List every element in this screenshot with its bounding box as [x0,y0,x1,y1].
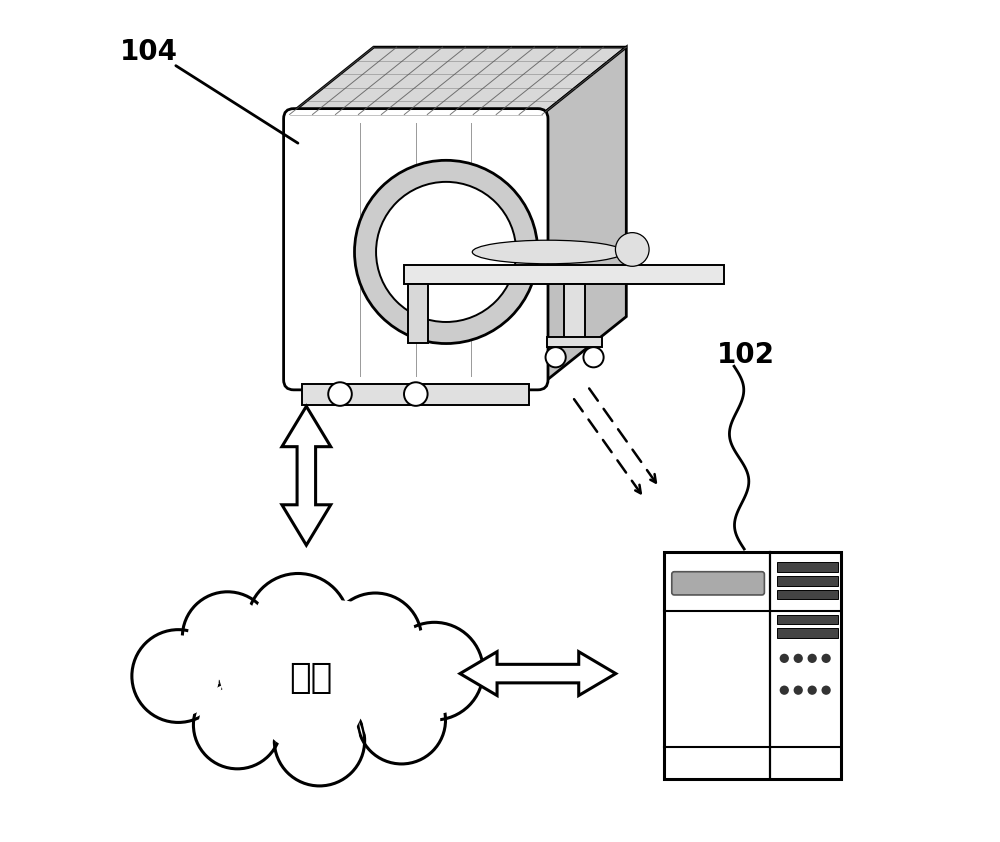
Circle shape [780,653,789,663]
Circle shape [821,685,831,695]
Circle shape [329,593,422,685]
Polygon shape [282,407,331,546]
Polygon shape [290,47,626,115]
Circle shape [182,592,273,682]
FancyBboxPatch shape [672,572,764,595]
Circle shape [794,685,803,695]
Text: 104: 104 [119,38,177,67]
Polygon shape [542,47,626,384]
Circle shape [188,597,267,677]
Bar [777,562,838,572]
Circle shape [404,382,428,406]
Bar [290,115,542,384]
Circle shape [808,685,817,695]
Circle shape [376,182,516,322]
Bar [404,265,724,284]
Circle shape [274,695,365,786]
Circle shape [278,600,400,722]
Bar [408,284,428,343]
Circle shape [358,676,446,764]
Circle shape [328,382,352,406]
Circle shape [808,653,817,663]
Circle shape [280,701,359,781]
Circle shape [255,643,365,753]
Bar [777,615,838,624]
Text: 网络: 网络 [289,661,332,695]
Bar [777,628,838,638]
Circle shape [137,635,219,717]
Circle shape [247,573,349,676]
FancyBboxPatch shape [284,109,548,390]
Circle shape [615,232,649,266]
Circle shape [278,600,400,722]
Circle shape [218,609,335,726]
Circle shape [546,347,566,367]
Circle shape [199,686,276,764]
Ellipse shape [472,240,624,264]
Circle shape [794,653,803,663]
Circle shape [334,599,416,680]
Text: 102: 102 [716,341,774,370]
Bar [777,589,838,600]
Circle shape [132,630,225,722]
Bar [547,337,602,347]
Circle shape [255,643,365,753]
Circle shape [363,681,440,759]
Circle shape [583,347,604,367]
Circle shape [386,622,483,720]
Circle shape [821,653,831,663]
Circle shape [253,579,343,670]
Bar [664,552,841,779]
Bar [777,576,838,586]
Bar [302,384,529,405]
Bar [564,284,585,338]
Circle shape [193,681,281,769]
Circle shape [391,628,477,714]
Circle shape [780,685,789,695]
Polygon shape [460,652,616,695]
Circle shape [355,160,538,344]
Circle shape [218,609,335,726]
